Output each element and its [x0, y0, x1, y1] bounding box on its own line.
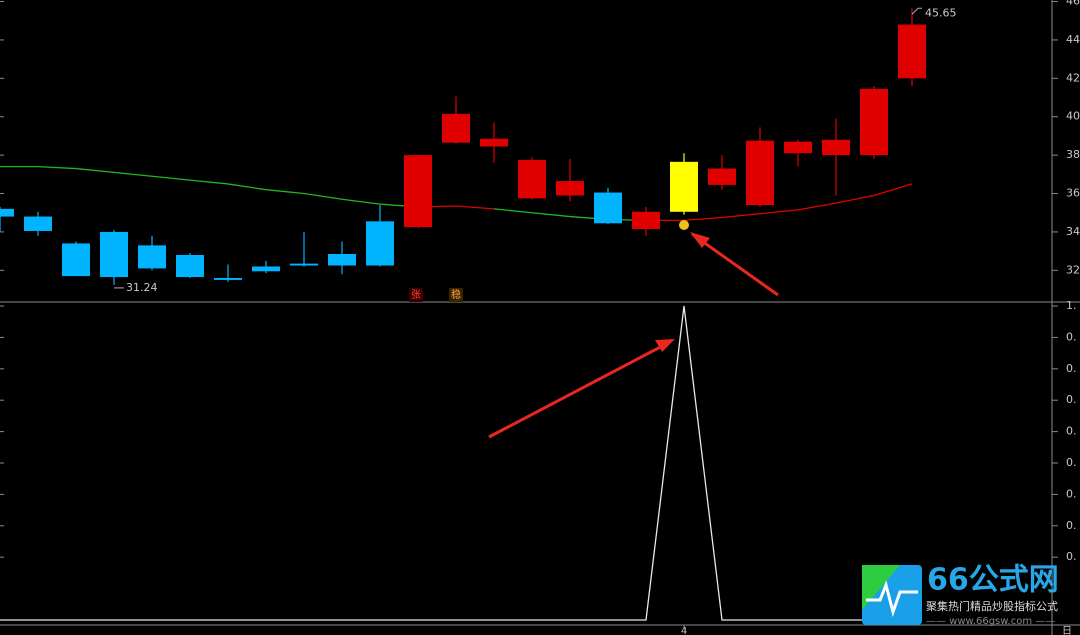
candle-body [822, 139, 850, 156]
y-tick-label: 38. [1066, 148, 1080, 161]
y-tick-label: 34. [1066, 225, 1080, 238]
candle-body [214, 278, 242, 280]
y-tick-label: 0. [1066, 550, 1077, 563]
y-tick-label: 46. [1066, 0, 1080, 8]
y-tick-label: 0. [1066, 425, 1077, 438]
high-label: 45.65 [925, 6, 957, 19]
arrow [488, 341, 669, 439]
signal-box [409, 288, 423, 302]
logo-slogan: 聚集热门精品炒股指标公式 [926, 599, 1058, 613]
y-tick-label: 0. [1066, 487, 1077, 500]
coin-icon [679, 220, 689, 230]
low-label: 31.24 [126, 281, 158, 294]
line-series [0, 165, 419, 208]
logo-url: —— www.66gsw.com —— [926, 616, 1055, 627]
candle-body [0, 208, 14, 217]
y-tick-label: 44. [1066, 33, 1080, 46]
candle-body [442, 113, 470, 143]
signal: 稳 [451, 288, 461, 301]
y-tick-label: 36. [1066, 187, 1080, 200]
y-tick-label: 32. [1066, 263, 1080, 276]
candle-body [138, 245, 166, 269]
arrow-head [690, 232, 710, 248]
line-series [0, 305, 912, 621]
signal-markers: 张 稳 [409, 288, 463, 302]
candle-body [290, 263, 318, 266]
candle-body [404, 155, 432, 228]
y-tick-label: 0. [1066, 456, 1077, 469]
y-tick-label: 0. [1066, 393, 1077, 406]
candle-body [328, 254, 356, 266]
candle-body [670, 161, 698, 212]
y-tick-label: 42. [1066, 71, 1080, 84]
logo-pulse [866, 580, 918, 618]
candle-body [176, 254, 204, 278]
signal: 张 [411, 289, 421, 301]
yellow-coin [679, 220, 689, 230]
candle-body [784, 141, 812, 154]
y-tick-label: 1. [1066, 299, 1077, 312]
candle-body [594, 192, 622, 224]
period-label: 日 [1062, 626, 1072, 635]
candle-body [518, 159, 546, 199]
candle-body [708, 168, 736, 185]
watermark: 66公式网 聚集热门精品炒股指标公式 —— www.66gsw.com —— [862, 563, 1059, 627]
candle-body [898, 24, 926, 79]
candle-body [100, 231, 128, 278]
y-tick-label: 0. [1066, 362, 1077, 375]
candle-body [366, 221, 394, 266]
y-tick-label: 40. [1066, 110, 1080, 123]
logo-name: 66公式网 [927, 563, 1059, 598]
signal-box [449, 288, 463, 302]
arrow [691, 232, 779, 297]
candle-body [746, 140, 774, 206]
annotation-arrows [488, 232, 779, 439]
high-pointer [911, 7, 922, 15]
y-tick-label: 0. [1066, 519, 1077, 532]
candle-body [556, 181, 584, 196]
line-series [493, 208, 647, 222]
line-series [646, 183, 913, 222]
y-tick-label: 0. [1066, 330, 1077, 343]
candle-body [62, 243, 90, 277]
candle-body [860, 88, 888, 156]
candle-body [480, 138, 508, 147]
arrow-head [655, 339, 675, 352]
candle-body [24, 216, 52, 231]
x-tick-label: 4 [681, 626, 687, 635]
candle-body [252, 266, 280, 272]
candle-body [632, 211, 660, 230]
